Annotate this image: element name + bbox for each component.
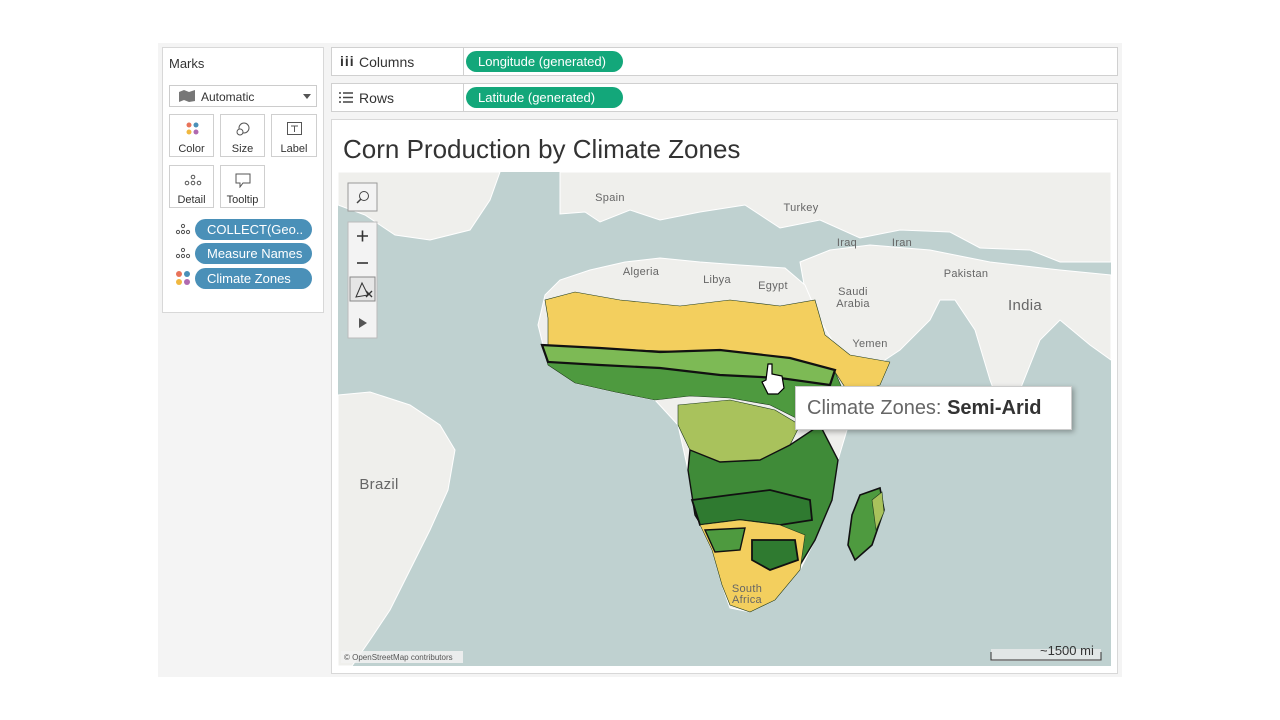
cursor — [761, 363, 785, 395]
map-label: Iraq — [836, 237, 858, 249]
tooltip-button[interactable]: Tooltip — [220, 165, 265, 208]
map-label: Algeria — [622, 266, 660, 278]
map[interactable] — [338, 172, 1111, 666]
map-label: India — [1007, 297, 1043, 314]
dropdown-arrow — [303, 94, 311, 99]
button-label: Tooltip — [226, 194, 259, 206]
map-label: South Africa — [731, 583, 763, 606]
expand-button[interactable] — [359, 318, 367, 328]
field-pill[interactable]: Measure Names — [195, 243, 312, 264]
map-label: Libya — [703, 274, 731, 286]
detail-icon — [175, 223, 191, 235]
search-icon — [359, 191, 369, 201]
map-controls — [347, 182, 378, 339]
map-label: Spain — [595, 192, 625, 204]
field-pill[interactable]: Climate Zones — [195, 268, 312, 289]
tooltip-field: Climate Zones: — [807, 397, 942, 419]
reset-icon — [355, 281, 369, 298]
map-label: Pakistan — [943, 268, 989, 280]
search-button[interactable] — [347, 182, 378, 212]
label-button[interactable]: Label — [271, 114, 317, 157]
tooltip-value: Semi-Arid — [947, 397, 1042, 419]
detail-icon — [175, 247, 191, 259]
map-label: Brazil — [359, 476, 399, 493]
detail-button[interactable]: Detail — [169, 165, 214, 208]
button-label: Color — [178, 143, 205, 155]
size-button[interactable]: Size — [220, 114, 265, 157]
button-label: Label — [280, 143, 308, 155]
tooltip: Climate Zones: Semi-Arid — [795, 386, 1072, 430]
color-icon — [186, 122, 199, 135]
field-pill[interactable]: Latitude (generated) — [466, 87, 623, 108]
reset-button[interactable] — [349, 276, 376, 302]
map-label: Turkey — [783, 202, 819, 214]
map-label: Egypt — [758, 280, 788, 292]
shelf-label: Columns — [359, 54, 415, 70]
field-pill[interactable]: COLLECT(Geo.. — [195, 219, 312, 240]
map-label: Iran — [891, 237, 913, 249]
mark-type-dropdown[interactable]: Automatic — [169, 85, 317, 107]
search-icon-handle — [356, 198, 362, 204]
button-label: Size — [231, 143, 254, 155]
mark-type: Automatic — [201, 90, 255, 104]
field-pill[interactable]: Longitude (generated) — [466, 51, 623, 72]
rows-icon — [339, 92, 353, 103]
tooltip-icon — [235, 173, 251, 188]
map-label: Yemen — [852, 338, 888, 350]
shelf-label: Rows — [359, 90, 395, 106]
reset-x — [365, 290, 373, 298]
map-icon — [179, 90, 195, 102]
detail-icon — [184, 174, 202, 186]
scale-label: ~1500 mi — [1040, 643, 1094, 658]
color-button[interactable]: Color — [169, 114, 214, 157]
scale-background — [991, 649, 1101, 661]
climate-zones — [540, 291, 891, 613]
view-title: Corn Production by Climate Zones — [343, 134, 741, 164]
rows-shelf-label: Rows — [331, 83, 464, 112]
attribution: © OpenStreetMap contributors — [344, 653, 453, 662]
scale-bar — [990, 652, 1102, 661]
map-label: Saudi Arabia — [836, 286, 870, 310]
columns-shelf-label: iii Columns — [331, 47, 464, 76]
attribution-background — [341, 651, 463, 663]
color-icon — [176, 271, 190, 285]
button-label: Detail — [177, 194, 206, 206]
size-icon — [236, 122, 250, 136]
columns-icon: iii — [340, 53, 355, 69]
marks-title: Marks — [169, 56, 205, 71]
label-icon — [287, 122, 302, 135]
zoom-in[interactable] — [357, 230, 368, 242]
